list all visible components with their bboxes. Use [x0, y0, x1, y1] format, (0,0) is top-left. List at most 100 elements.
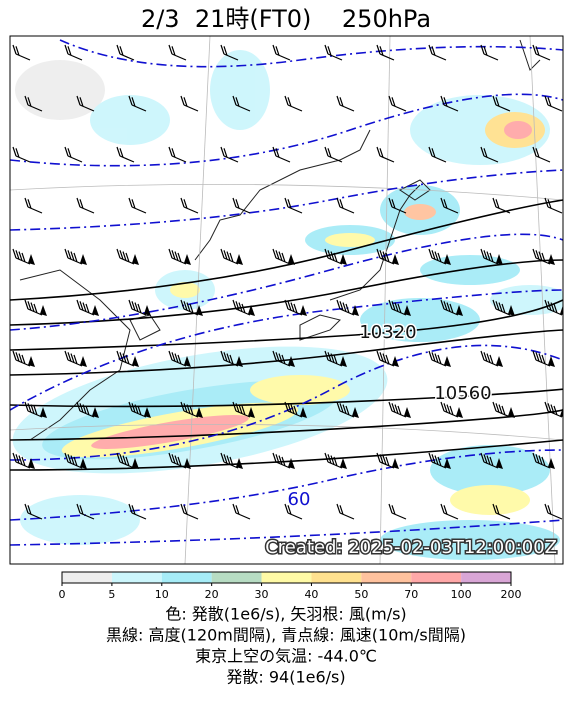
- wind-barb: [180, 503, 199, 520]
- wind-barb: [128, 401, 147, 418]
- wind-barb: [324, 452, 343, 469]
- wind-barb: [24, 197, 43, 214]
- wind-barb: [12, 248, 31, 265]
- wind-barb: [544, 401, 563, 418]
- wind-barb: [324, 44, 343, 61]
- wind-barb: [180, 95, 199, 112]
- wind-barb-flag: [496, 254, 503, 265]
- wind-barb: [24, 95, 43, 112]
- wind-barb: [220, 248, 239, 265]
- wind-barb-flag: [196, 407, 203, 418]
- wind-barb: [336, 299, 355, 316]
- wind-barb: [428, 452, 447, 469]
- wind-barb: [12, 350, 31, 367]
- wind-barb: [76, 197, 95, 214]
- wind-barb: [12, 44, 31, 61]
- wind-barb: [388, 95, 407, 112]
- wind-barb-flag: [404, 305, 411, 316]
- wind-barb: [128, 299, 147, 316]
- wind-barb-flag: [40, 407, 47, 418]
- wind-barb: [76, 95, 95, 112]
- colorbar-segment: [411, 572, 462, 583]
- wind-barb: [64, 146, 83, 163]
- wind-barb: [272, 44, 291, 61]
- wind-barb-flag: [508, 407, 515, 418]
- wind-barb-flag: [560, 407, 563, 417]
- wind-barb-flag: [340, 458, 347, 469]
- wind-barb: [480, 146, 499, 163]
- wind-barb: [24, 299, 43, 316]
- wind-barb-flag: [144, 305, 151, 316]
- colorbar-tick-label: 70: [404, 588, 418, 601]
- colorbar-tick-label: 100: [451, 588, 472, 601]
- wind-barb-flag: [80, 356, 87, 367]
- colorbar-tick-label: 50: [354, 588, 368, 601]
- wind-barb: [480, 452, 499, 469]
- wind-barb: [76, 503, 95, 520]
- wind-barb: [64, 452, 83, 469]
- wind-barb-flag: [548, 254, 555, 265]
- graticule: [10, 36, 563, 564]
- wind-barb: [428, 146, 447, 163]
- wind-barb-flag: [28, 458, 35, 469]
- wind-barb-flag: [196, 305, 203, 316]
- wind-barb: [168, 248, 187, 265]
- wind-barb-flag: [352, 407, 359, 418]
- colorbar-tick-label: 30: [255, 588, 269, 601]
- wind-barb: [492, 299, 511, 316]
- caption-line: 色: 発散(1e6/s), 矢羽根: 風(m/s): [165, 605, 406, 624]
- wind-barb: [180, 401, 199, 418]
- wind-barb-flag: [444, 458, 451, 469]
- wind-barb: [544, 299, 563, 316]
- wind-barb: [284, 95, 303, 112]
- wind-barb: [12, 146, 31, 163]
- wind-barb: [532, 350, 551, 367]
- wind-barb: [128, 503, 147, 520]
- wind-barb: [116, 350, 135, 367]
- wind-barb-flag: [144, 407, 151, 418]
- wind-barb: [336, 197, 355, 214]
- wind-barb: [12, 452, 31, 469]
- wind-barb: [440, 503, 459, 520]
- wind-barb-flag: [132, 254, 139, 265]
- wind-barb-flag: [40, 305, 47, 316]
- wind-barb: [64, 350, 83, 367]
- wind-speed-label: 60: [288, 489, 311, 510]
- wind-barb: [168, 44, 187, 61]
- wind-barb: [284, 401, 303, 418]
- colorbar-segment: [211, 572, 262, 583]
- colorbar-segment: [111, 572, 162, 583]
- wind-barb-flag: [300, 305, 307, 316]
- wind-barb-flag: [456, 407, 463, 418]
- wind-barbs: [12, 44, 563, 520]
- wind-barb: [544, 95, 563, 112]
- wind-barb-flag: [248, 407, 255, 418]
- wind-barb: [336, 401, 355, 418]
- wind-barb: [440, 197, 459, 214]
- colorbar-segment: [161, 572, 212, 583]
- wind-barb: [532, 248, 551, 265]
- wind-barb-flag: [496, 356, 503, 367]
- wind-barb-flag: [340, 356, 347, 367]
- colorbar-segment: [261, 572, 312, 583]
- map-frame: [9, 35, 564, 565]
- wind-barb: [180, 197, 199, 214]
- wind-barb: [24, 401, 43, 418]
- colorbar-tick-label: 5: [108, 588, 115, 601]
- wind-barb: [324, 146, 343, 163]
- caption-line: 東京上空の気温: -44.0℃: [195, 647, 377, 666]
- wind-barb-flag: [132, 458, 139, 469]
- wind-barb: [492, 197, 511, 214]
- wind-barb: [336, 95, 355, 112]
- wind-barb: [168, 350, 187, 367]
- wind-barb: [440, 95, 459, 112]
- wind-barb-flag: [92, 305, 99, 316]
- wind-barb: [272, 248, 291, 265]
- wind-barb-flag: [340, 254, 347, 265]
- wind-barb-flag: [80, 254, 87, 265]
- wind-barb: [388, 299, 407, 316]
- wind-barb: [220, 146, 239, 163]
- wind-barb: [128, 197, 147, 214]
- wind-barb-flag: [236, 458, 243, 469]
